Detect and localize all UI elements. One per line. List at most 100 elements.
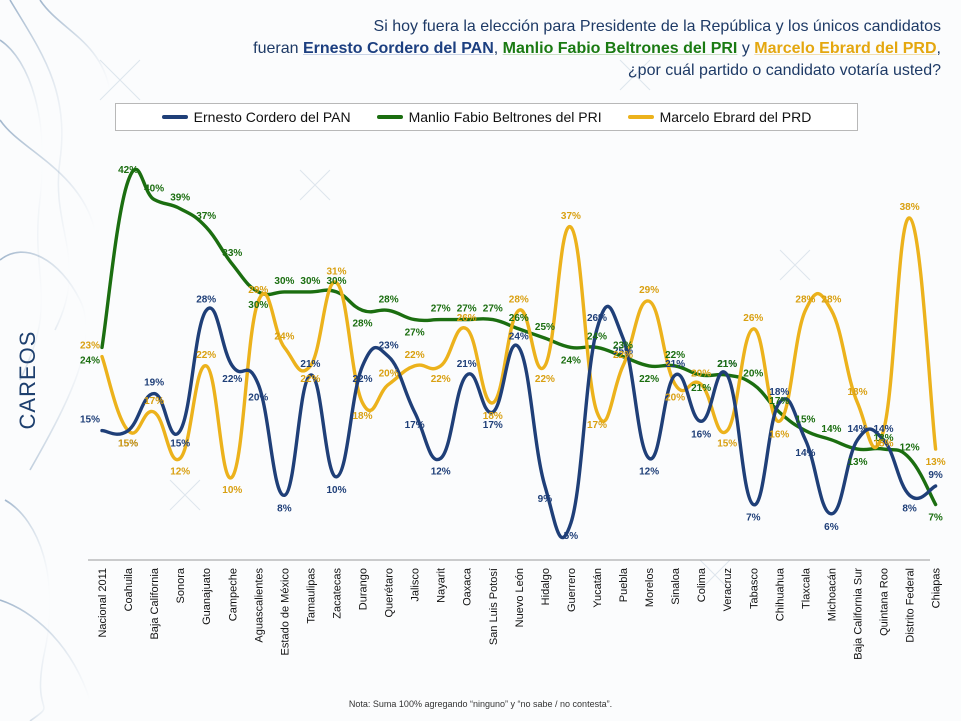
data-label-prd: 22% bbox=[300, 374, 320, 385]
data-label-pri: 13% bbox=[873, 433, 893, 444]
heading-prefix: fueran bbox=[253, 40, 303, 57]
x-tick-label: Sinaloa bbox=[670, 567, 682, 605]
x-tick-label: San Luis Potosí bbox=[488, 568, 500, 645]
data-label-prd: 20% bbox=[665, 392, 685, 403]
data-label-prd: 17% bbox=[587, 420, 607, 431]
data-label-pri: 20% bbox=[743, 368, 763, 379]
x-tick-label: Puebla bbox=[618, 567, 630, 602]
data-label-pan: 22% bbox=[222, 374, 242, 385]
x-tick-label: Michoacán bbox=[826, 568, 838, 621]
data-label-pri: 21% bbox=[691, 383, 711, 394]
data-label-prd: 15% bbox=[118, 439, 138, 450]
data-label-pri: 27% bbox=[431, 304, 451, 315]
data-label-pan: 17% bbox=[483, 420, 503, 431]
data-label-pri: 27% bbox=[457, 304, 477, 315]
data-label-pri: 30% bbox=[274, 276, 294, 287]
data-label-pri: 26% bbox=[509, 313, 529, 324]
legend-item-pan: Ernesto Cordero del PAN bbox=[161, 109, 351, 125]
data-label-pan: 14% bbox=[847, 424, 867, 435]
heading-prd-name: Marcelo Ebrard del PRD bbox=[754, 40, 937, 57]
x-tick-label: Tlaxcala bbox=[800, 567, 812, 609]
data-label-prd: 22% bbox=[613, 350, 633, 361]
x-tick-label: Tabasco bbox=[748, 568, 760, 609]
legend-label-pri: Manlio Fabio Beltrones del PRI bbox=[408, 109, 602, 125]
data-label-pri: 13% bbox=[847, 457, 867, 468]
data-label-pri: 42% bbox=[118, 165, 138, 176]
data-label-pan: 14% bbox=[873, 424, 893, 435]
data-label-pri: 25% bbox=[535, 322, 555, 333]
x-tick-label: Nacional 2011 bbox=[97, 568, 109, 638]
data-label-prd: 12% bbox=[170, 466, 190, 477]
legend-swatch-prd bbox=[627, 115, 654, 119]
data-label-pri: 14% bbox=[821, 424, 841, 435]
heading-line-3: ¿por cuál partido o candidato votaría us… bbox=[627, 62, 941, 79]
x-tick-label: Querétaro bbox=[384, 568, 396, 618]
x-tick-label: Yucatán bbox=[592, 568, 604, 608]
series-line-prd bbox=[100, 216, 938, 480]
data-label-pan: 9% bbox=[538, 494, 553, 505]
data-label-pan: 15% bbox=[80, 415, 100, 426]
data-label-pan: 15% bbox=[170, 439, 190, 450]
heading-pan-name: Ernesto Cordero del PAN bbox=[302, 40, 494, 57]
data-label-pri: 40% bbox=[144, 184, 164, 195]
chart-legend: Ernesto Cordero del PAN Manlio Fabio Bel… bbox=[115, 103, 858, 131]
x-tick-label: Baja California Sur bbox=[853, 568, 865, 660]
data-label-pri: 7% bbox=[928, 513, 943, 524]
data-label-prd: 22% bbox=[196, 350, 216, 361]
x-tick-label: Nuevo León bbox=[514, 568, 526, 627]
data-label-pri: 28% bbox=[379, 294, 399, 305]
data-label-prd: 18% bbox=[847, 387, 867, 398]
data-label-prd: 26% bbox=[457, 313, 477, 324]
data-label-prd: 28% bbox=[795, 294, 815, 305]
data-label-pri: 12% bbox=[900, 442, 920, 453]
data-label-prd: 10% bbox=[222, 485, 242, 496]
data-label-prd: 29% bbox=[639, 285, 659, 296]
data-label-pri: 37% bbox=[196, 211, 216, 222]
data-label-prd: 16% bbox=[769, 429, 789, 440]
x-tick-label: Nayarit bbox=[436, 568, 448, 603]
data-label-pan: 8% bbox=[902, 503, 917, 514]
data-label-pan: 21% bbox=[300, 359, 320, 370]
data-label-prd: 28% bbox=[821, 294, 841, 305]
heading-pri-name: Manlio Fabio Beltrones del PRI bbox=[502, 40, 738, 57]
data-label-pan: 15% bbox=[118, 439, 138, 450]
data-label-pan: 20% bbox=[248, 392, 268, 403]
x-tick-label: Aguascalientes bbox=[253, 568, 265, 643]
data-label-prd: 24% bbox=[274, 331, 294, 342]
legend-swatch-pan bbox=[161, 115, 188, 119]
data-label-pan: 10% bbox=[326, 485, 346, 496]
chart-heading: Si hoy fuera la elección para Presidente… bbox=[81, 16, 941, 82]
x-tick-label: Durango bbox=[358, 568, 370, 610]
legend-item-pri: Manlio Fabio Beltrones del PRI bbox=[376, 109, 602, 125]
data-label-prd: 29% bbox=[248, 285, 268, 296]
data-label-prd: 23% bbox=[80, 341, 100, 352]
x-tick-label: Coahuila bbox=[123, 567, 135, 611]
data-label-prd: 26% bbox=[743, 313, 763, 324]
data-label-prd: 15% bbox=[873, 439, 893, 450]
data-label-pan: 25% bbox=[613, 346, 633, 357]
data-label-pri: 33% bbox=[222, 248, 242, 259]
data-label-pan: 24% bbox=[509, 331, 529, 342]
data-label-pri: 27% bbox=[405, 328, 425, 339]
data-label-pan: 5% bbox=[564, 531, 579, 542]
data-label-pan: 23% bbox=[379, 341, 399, 352]
data-label-pri: 24% bbox=[587, 331, 607, 342]
data-label-pri: 30% bbox=[300, 276, 320, 287]
x-tick-label: Jalisco bbox=[410, 568, 422, 602]
data-label-pan: 6% bbox=[824, 522, 839, 533]
data-label-pri: 30% bbox=[326, 276, 346, 287]
data-label-pan: 21% bbox=[457, 359, 477, 370]
data-label-pri: 24% bbox=[80, 355, 100, 366]
data-label-pri: 39% bbox=[170, 193, 190, 204]
data-label-prd: 38% bbox=[900, 202, 920, 213]
x-tick-label: Distrito Federal bbox=[905, 568, 917, 643]
data-label-pri: 28% bbox=[352, 318, 372, 329]
data-label-prd: 22% bbox=[405, 350, 425, 361]
data-label-pri: 22% bbox=[639, 374, 659, 385]
data-label-prd: 22% bbox=[535, 374, 555, 385]
data-label-prd: 18% bbox=[352, 411, 372, 422]
x-tick-label: Sonora bbox=[175, 567, 187, 603]
data-label-prd: 22% bbox=[431, 374, 451, 385]
data-label-pri: 22% bbox=[665, 350, 685, 361]
